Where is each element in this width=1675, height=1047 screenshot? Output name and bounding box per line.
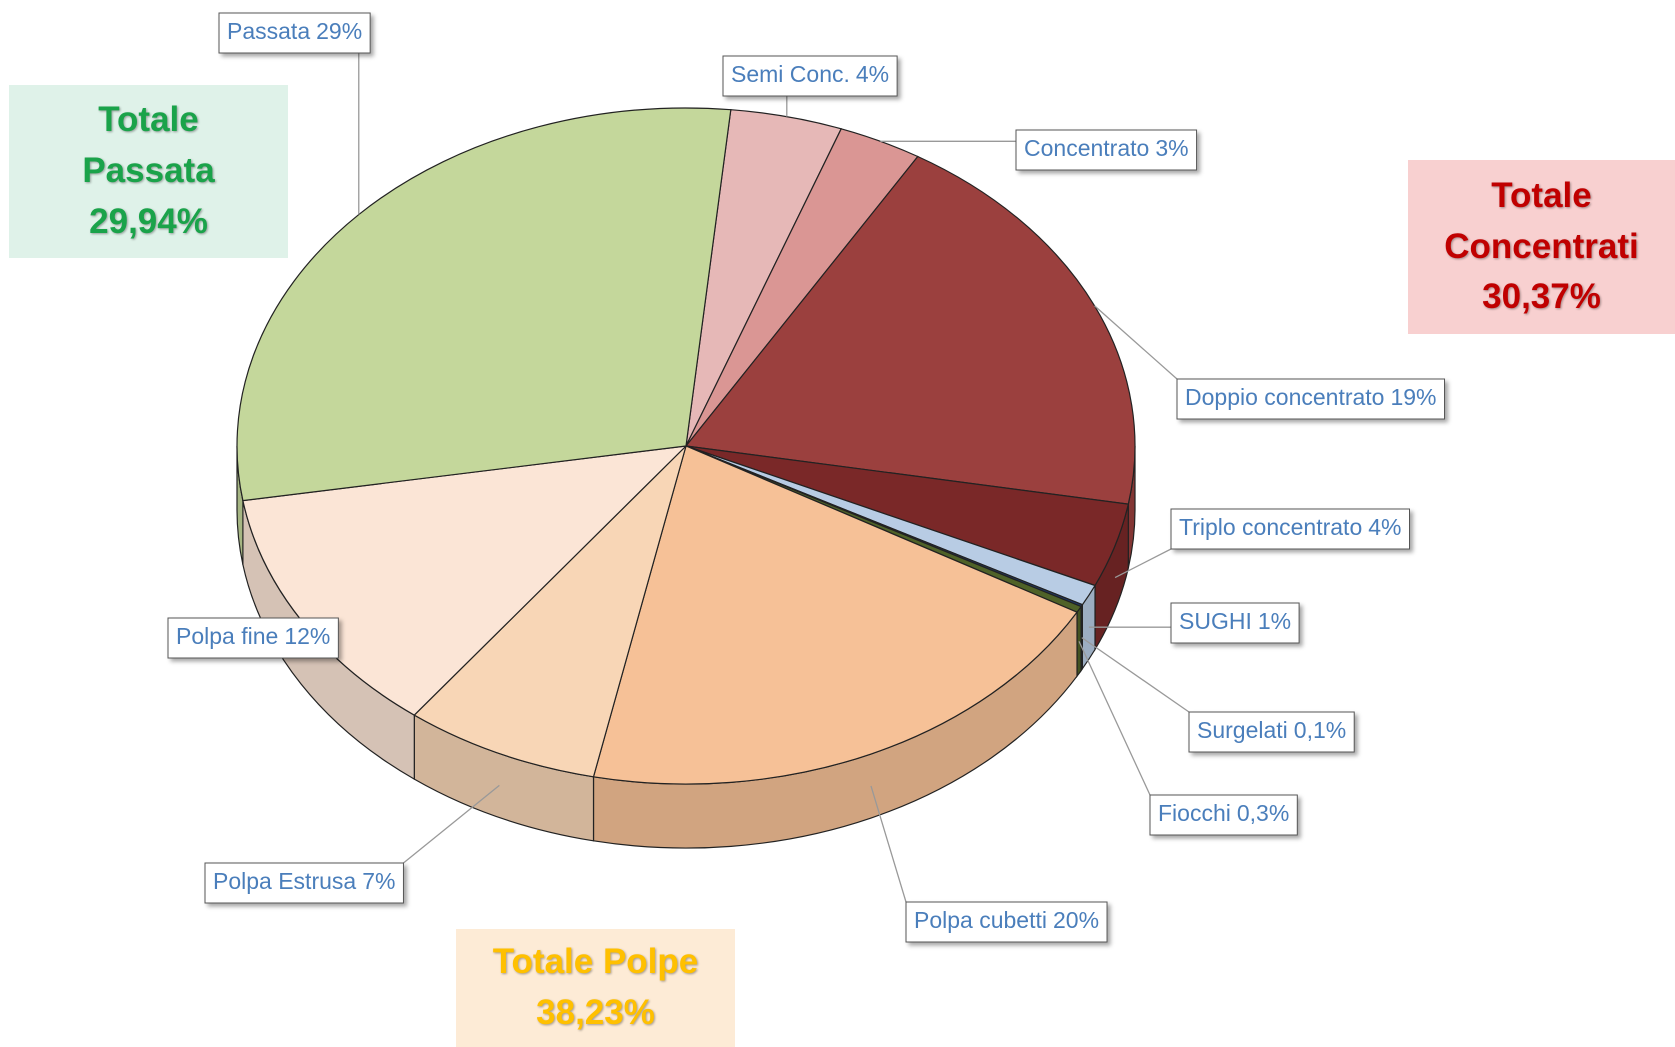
- data-label: Fiocchi 0,3%: [1078, 641, 1298, 836]
- label-text: Polpa fine 12%: [176, 623, 330, 649]
- slice: [684, 155, 1136, 505]
- pie-tops: [236, 107, 1136, 785]
- label-text: Polpa Estrusa 7%: [213, 868, 395, 894]
- label-text: Passata 29%: [227, 18, 362, 44]
- label-category: Polpa cubetti: [914, 907, 1047, 933]
- label-box: [218, 12, 371, 54]
- annotation-value: 29,94%: [89, 201, 208, 241]
- data-label: Passata 29%: [218, 12, 371, 215]
- label-box: [1170, 508, 1410, 550]
- annotation-title: Totale Polpe: [492, 942, 699, 982]
- annotation-value: 38,23%: [536, 993, 655, 1032]
- label-category: Concentrato: [1024, 135, 1149, 161]
- label-category: SUGHI: [1179, 608, 1252, 634]
- label-value: 7%: [362, 868, 395, 894]
- annotation-title: Totale Passata: [82, 100, 215, 191]
- label-category: Passata: [227, 18, 310, 44]
- leader-line: [1078, 641, 1151, 796]
- label-text: Polpa cubetti 20%: [914, 907, 1099, 933]
- data-label: Polpa cubetti 20%: [870, 785, 1108, 943]
- label-text: Surgelati 0,1%: [1197, 717, 1346, 743]
- label-value: 0,1%: [1294, 717, 1346, 743]
- label-text: Semi Conc. 4%: [731, 61, 889, 87]
- data-label: Polpa fine 12%: [167, 617, 339, 659]
- label-box: [1188, 711, 1355, 753]
- data-label: Polpa Estrusa 7%: [204, 784, 500, 904]
- label-category: Doppio concentrato: [1185, 384, 1384, 410]
- annotation-box: Totale Concentrati 30,37%: [1408, 160, 1675, 334]
- label-box: [722, 55, 898, 97]
- data-labels: Semi Conc. 4%Concentrato 3%Doppio concentr…: [167, 12, 1446, 943]
- data-label: Semi Conc. 4%: [722, 55, 898, 117]
- label-box: [1176, 378, 1446, 420]
- data-label: Surgelati 0,1%: [1081, 637, 1355, 753]
- annotation-value: 30,37%: [1482, 277, 1601, 317]
- leader-line: [870, 785, 907, 903]
- label-box: [167, 617, 339, 659]
- slice: [236, 107, 732, 502]
- label-text: SUGHI 1%: [1179, 608, 1291, 634]
- slice: [592, 445, 1078, 785]
- label-value: 29%: [316, 18, 362, 44]
- label-category: Polpa fine: [176, 623, 278, 649]
- data-label: Concentrato 3%: [880, 129, 1198, 171]
- label-value: 20%: [1053, 907, 1099, 933]
- leader-line: [1081, 637, 1190, 713]
- label-category: Fiocchi: [1158, 800, 1231, 826]
- label-text: Doppio concentrato 19%: [1185, 384, 1437, 410]
- leader-line: [403, 784, 500, 864]
- label-category: Semi Conc.: [731, 61, 850, 87]
- label-value: 12%: [284, 623, 330, 649]
- label-text: Triplo concentrato 4%: [1179, 514, 1402, 540]
- annotation-box: Totale Polpe 38,23%: [456, 929, 735, 1047]
- label-value: 4%: [1368, 514, 1401, 540]
- label-value: 19%: [1390, 384, 1436, 410]
- label-value: 0,3%: [1237, 800, 1289, 826]
- label-text: Fiocchi 0,3%: [1158, 800, 1289, 826]
- data-label: Triplo concentrato 4%: [1114, 508, 1410, 579]
- label-value: 4%: [856, 61, 889, 87]
- leader-line: [1094, 305, 1178, 380]
- label-category: Triplo concentrato: [1179, 514, 1362, 540]
- label-box: [1015, 129, 1198, 171]
- data-label: Doppio concentrato 19%: [1094, 305, 1446, 420]
- annotation-box: Totale Passata 29,94%: [9, 85, 288, 258]
- label-text: Concentrato 3%: [1024, 135, 1189, 161]
- label-box: [905, 901, 1108, 943]
- label-category: Surgelati: [1197, 717, 1288, 743]
- label-box: [204, 862, 404, 904]
- label-box: [1149, 794, 1298, 836]
- label-box: [1170, 602, 1300, 644]
- leader-line: [1114, 548, 1172, 579]
- label-value: 3%: [1155, 135, 1188, 161]
- annotation-title: Totale Concentrati: [1444, 175, 1639, 266]
- label-value: 1%: [1258, 608, 1291, 634]
- label-category: Polpa Estrusa: [213, 868, 356, 894]
- slice: [413, 443, 688, 778]
- data-label: SUGHI 1%: [1088, 602, 1300, 644]
